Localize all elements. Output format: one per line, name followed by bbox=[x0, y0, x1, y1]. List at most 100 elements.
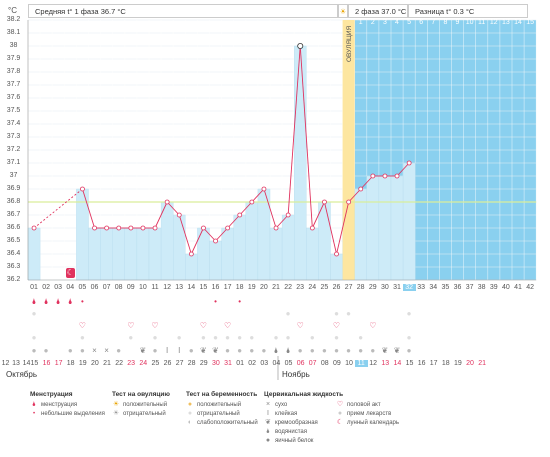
y-tick-label: 37.8 bbox=[6, 68, 21, 75]
temperature-bar bbox=[390, 175, 404, 281]
temperature-line bbox=[263, 188, 277, 229]
legend-spotting: • небольшие выделения bbox=[30, 410, 105, 418]
temperature-line-gap bbox=[33, 188, 83, 229]
cervical-fluid-icon: ● bbox=[31, 346, 37, 355]
temperature-bar bbox=[209, 240, 222, 281]
legend-label: клейкая bbox=[275, 411, 298, 417]
date-label: 17 bbox=[54, 360, 63, 367]
x-tick-label: 04 bbox=[66, 284, 75, 291]
heart-icon: ♡ bbox=[224, 321, 232, 330]
x-tick-label: 16 bbox=[211, 284, 220, 291]
phase2-day-label: 7 bbox=[431, 19, 436, 26]
pregnancy-weak-icon: ◐ bbox=[187, 419, 193, 426]
temperature-bar bbox=[330, 253, 343, 281]
temperature-point bbox=[322, 199, 327, 205]
phase2-day-label: 2 bbox=[370, 19, 375, 26]
date-label: 28 bbox=[187, 360, 196, 367]
legend-medication: ● прием лекарств bbox=[336, 410, 391, 418]
legend-creamy: ❦ кремообразная bbox=[264, 419, 318, 427]
date-label: 08 bbox=[320, 360, 329, 367]
date-label: 13 bbox=[381, 360, 390, 367]
temperature-line bbox=[324, 201, 337, 255]
phase1-average: Средняя t° 1 фаза 36.7 °C bbox=[28, 4, 338, 18]
moon-icon: ☾ bbox=[336, 419, 344, 426]
y-tick-label: 37.3 bbox=[6, 133, 21, 140]
watery-icon: 🌢 bbox=[265, 428, 271, 435]
legend-pregnancy-negative: ● отрицательный bbox=[186, 410, 240, 418]
legend-menstruation: 🌢 менструация bbox=[30, 401, 77, 409]
y-tick-label: 38.1 bbox=[6, 29, 21, 36]
phase2-day-label: 8 bbox=[443, 19, 448, 26]
pill-icon: ● bbox=[337, 410, 343, 417]
heart-icon: ♡ bbox=[369, 321, 377, 330]
x-tick-label: 17 bbox=[223, 284, 232, 291]
date-label: 09 bbox=[332, 360, 341, 367]
cervical-fluid-icon: ❦ bbox=[212, 346, 219, 355]
ovulation-test-icon: ● bbox=[334, 309, 339, 318]
y-tick-label: 37.1 bbox=[6, 159, 21, 166]
month-november: Ноябрь bbox=[282, 370, 310, 379]
date-label: 16 bbox=[42, 360, 51, 367]
date-label: 05 bbox=[284, 360, 293, 367]
x-tick-label: 41 bbox=[514, 284, 522, 291]
ovulation-label: ОВУЛЯЦИЯ bbox=[346, 25, 353, 62]
cervical-fluid-icon: ● bbox=[309, 346, 315, 355]
menstruation-icon: • bbox=[80, 297, 84, 306]
ovulation-test-icon: ● bbox=[285, 309, 291, 318]
sticky-icon: Ι bbox=[267, 410, 269, 417]
date-label: 06 bbox=[296, 360, 305, 367]
date-label: 11 bbox=[354, 360, 368, 367]
phase2-day-label: 9 bbox=[455, 19, 460, 26]
cervical-fluid-icon: ● bbox=[321, 346, 327, 355]
temperature-point bbox=[249, 199, 255, 205]
x-tick-label: 23 bbox=[296, 284, 305, 291]
temperature-point bbox=[394, 173, 400, 179]
cervical-fluid-icon: ● bbox=[237, 346, 243, 355]
cervical-fluid-icon: ● bbox=[43, 346, 49, 355]
cervical-fluid-icon: ● bbox=[346, 346, 352, 355]
x-tick-label: 31 bbox=[393, 284, 401, 291]
x-tick-label: 37 bbox=[465, 284, 474, 291]
temperature-point bbox=[382, 173, 388, 179]
x-tick-label: 03 bbox=[54, 284, 63, 291]
cervical-fluid-icon: × bbox=[104, 346, 109, 355]
temperature-point bbox=[370, 173, 376, 179]
y-tick-label: 37.7 bbox=[6, 81, 21, 88]
menstruation-icon: 🌢 bbox=[67, 297, 73, 306]
egg-white-icon: ● bbox=[265, 437, 271, 444]
temperature-point bbox=[92, 225, 97, 231]
x-tick-label: 12 bbox=[163, 284, 171, 291]
pill-icon: ● bbox=[285, 333, 291, 342]
y-tick-label: 37.5 bbox=[6, 107, 21, 114]
x-tick-label: 42 bbox=[526, 284, 534, 291]
x-tick-label: 35 bbox=[441, 284, 450, 291]
x-tick-label: 38 bbox=[477, 284, 486, 291]
temperature-bar bbox=[306, 227, 319, 281]
pregnancy-positive-icon: ● bbox=[187, 401, 193, 408]
pill-icon: ● bbox=[128, 333, 134, 342]
temperature-point bbox=[213, 238, 218, 244]
pill-icon: ● bbox=[249, 333, 255, 342]
date-label: 27 bbox=[175, 360, 184, 367]
x-tick-label: 08 bbox=[114, 284, 123, 291]
x-tick-label: 18 bbox=[235, 284, 244, 291]
temperature-point bbox=[201, 225, 206, 231]
date-label: 24 bbox=[139, 360, 148, 367]
cervical-fluid-icon: ● bbox=[406, 346, 412, 355]
cervical-fluid-icon: ❦ bbox=[139, 346, 147, 355]
temperature-line bbox=[154, 201, 168, 229]
temperature-point bbox=[358, 186, 364, 192]
x-tick-label: 28 bbox=[356, 284, 365, 291]
x-tick-label: 06 bbox=[90, 284, 99, 291]
temperature-bar bbox=[269, 227, 283, 281]
phase2-day-label: 11 bbox=[478, 19, 486, 26]
temperature-line bbox=[82, 188, 95, 229]
y-tick-label: 37.4 bbox=[6, 120, 21, 127]
temperature-bar bbox=[354, 188, 368, 281]
temperature-bar bbox=[221, 227, 234, 281]
ovulation-test-icon: ● bbox=[406, 309, 412, 318]
legend-label: положительный bbox=[123, 402, 168, 408]
ovulation-test-icon: ● bbox=[31, 309, 37, 318]
menstruation-icon: 🌢 bbox=[43, 297, 49, 306]
